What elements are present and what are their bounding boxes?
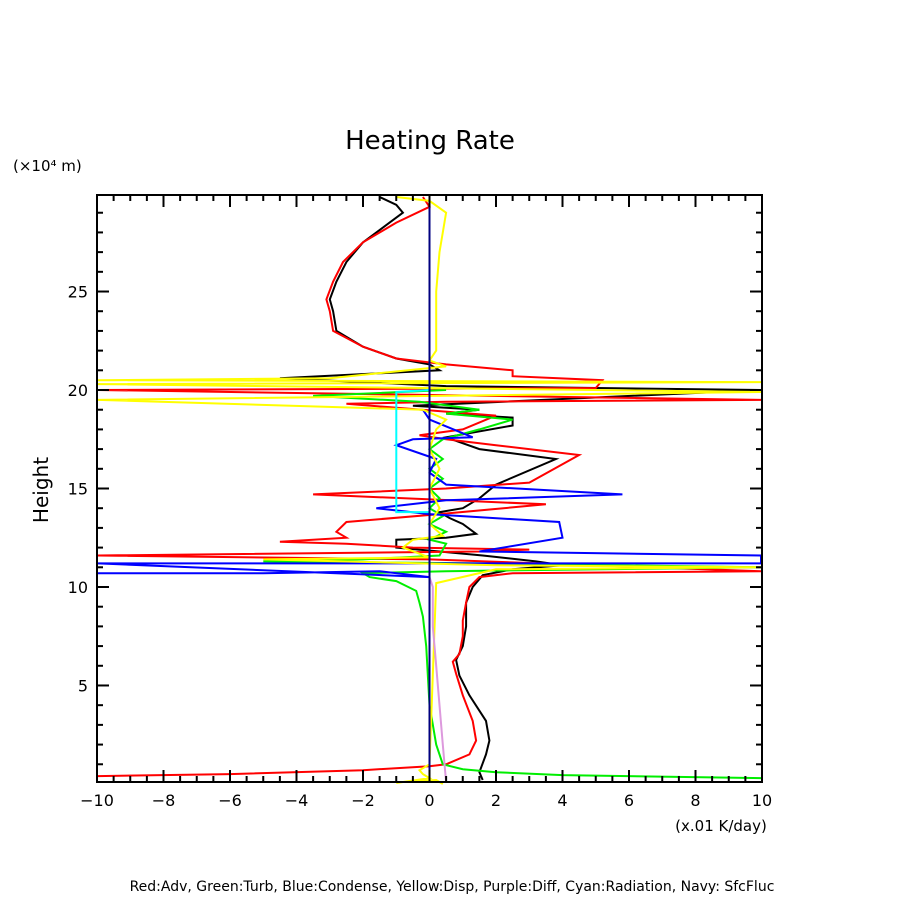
plot-frame — [96, 194, 763, 783]
legend-text: Red:Adv, Green:Turb, Blue:Condense, Yell… — [130, 879, 775, 895]
x-axis-label: (x.01 K/day) — [675, 817, 767, 835]
y-tick-label: 20 — [68, 381, 88, 400]
x-tick-label: −10 — [80, 791, 114, 810]
x-tick-label: 4 — [557, 791, 567, 810]
x-tick-label: 0 — [424, 791, 434, 810]
series-layer — [97, 195, 762, 785]
x-tick-label: −6 — [218, 791, 242, 810]
x-tick-label: −8 — [152, 791, 176, 810]
chart-title: Heating Rate — [345, 126, 515, 156]
series-line-green-turb — [263, 389, 762, 780]
y-tick-label: 15 — [68, 480, 88, 499]
x-tick-label: −2 — [351, 791, 375, 810]
series-line-navy-sfcfluc — [428, 195, 761, 783]
ticks-layer: −10 −8 −6 −4 −2 0 2 4 6 8 10 5 10 15 20 25 — [68, 195, 772, 810]
x-tick-label: 10 — [752, 791, 772, 810]
series-line-total — [279, 196, 762, 781]
x-tick-label: 6 — [624, 791, 634, 810]
x-tick-label: 2 — [491, 791, 501, 810]
series-line-cyan-radiation — [395, 389, 430, 514]
y-tick-label: 5 — [78, 676, 88, 695]
y-axis-label: Height — [29, 457, 53, 523]
series-line-red-adv — [97, 196, 762, 778]
series-line-purple-diff — [428, 576, 448, 783]
y-unit-label: (×10⁴ m) — [13, 157, 82, 175]
x-tick-label: 8 — [690, 791, 700, 810]
y-tick-label: 10 — [68, 578, 88, 597]
x-tick-label: −4 — [285, 791, 309, 810]
y-tick-label: 25 — [68, 283, 88, 302]
